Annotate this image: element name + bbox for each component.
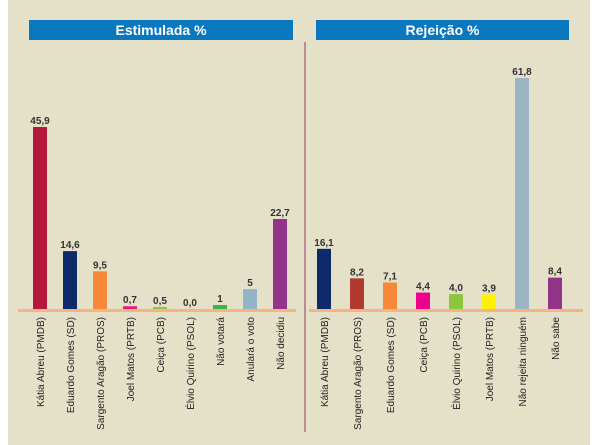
category-label: Anulará o voto <box>246 317 257 382</box>
chart-title-rejeicao: Rejeição % <box>316 20 569 40</box>
bar <box>350 278 364 309</box>
category-label: Eduardo Gomes (SD) <box>66 317 77 413</box>
bar <box>243 289 257 309</box>
value-label: 14,6 <box>60 240 80 251</box>
bar <box>515 78 529 309</box>
category-label: Élvio Quirino (PSOL) <box>184 317 197 410</box>
category-label: Ceiça (PCB) <box>156 317 167 373</box>
value-label: 9,5 <box>93 260 107 271</box>
category-label: Kátia Abreu (PMDB) <box>36 317 47 407</box>
category-label: Não decidiu <box>276 317 287 370</box>
x-axis-line <box>309 309 583 312</box>
bar <box>33 127 47 309</box>
bar <box>123 306 137 309</box>
category-label: Não votará <box>216 317 227 366</box>
value-label: 3,9 <box>482 283 496 294</box>
value-label: 61,8 <box>512 67 532 78</box>
bar <box>273 218 287 309</box>
bar <box>383 282 397 309</box>
category-label: Sargento Aragão (PROS) <box>96 317 107 430</box>
value-label: 0,0 <box>183 298 197 309</box>
x-axis-line <box>18 309 296 312</box>
bar <box>317 248 331 309</box>
category-label: Kátia Abreu (PMDB) <box>320 317 331 407</box>
bar <box>449 294 463 309</box>
category-label: Sargento Aragão (PROS) <box>353 317 364 430</box>
bar <box>153 307 167 309</box>
bar <box>213 305 227 309</box>
chart-background <box>8 0 590 445</box>
category-label: Élvio Quirino (PSOL) <box>450 317 463 410</box>
value-label: 8,2 <box>350 267 364 278</box>
value-label: 16,1 <box>314 238 334 249</box>
value-label: 7,1 <box>383 271 397 282</box>
bar <box>482 294 496 309</box>
bar <box>416 292 430 309</box>
value-label: 0,7 <box>123 295 137 306</box>
bar <box>548 277 562 309</box>
category-label: Eduardo Gomes (SD) <box>386 317 397 413</box>
value-label: 4,4 <box>416 282 430 293</box>
category-label: Joel Matos (PRTB) <box>485 317 496 401</box>
chart-title-estimulada: Estimulada % <box>29 20 293 40</box>
value-label: 8,4 <box>548 267 562 278</box>
bar <box>93 271 107 309</box>
value-label: 22,7 <box>270 208 290 219</box>
bar <box>63 251 77 309</box>
category-label: Não rejeita ninguém <box>518 317 529 407</box>
value-label: 4,0 <box>449 283 463 294</box>
value-label: 5 <box>247 278 253 289</box>
category-label: Ceiça (PCB) <box>419 317 430 373</box>
value-label: 0,5 <box>153 296 167 307</box>
value-label: 1 <box>217 294 223 305</box>
category-label: Joel Matos (PRTB) <box>126 317 137 401</box>
category-label: Não sabe <box>551 317 562 360</box>
value-label: 45,9 <box>30 116 50 127</box>
